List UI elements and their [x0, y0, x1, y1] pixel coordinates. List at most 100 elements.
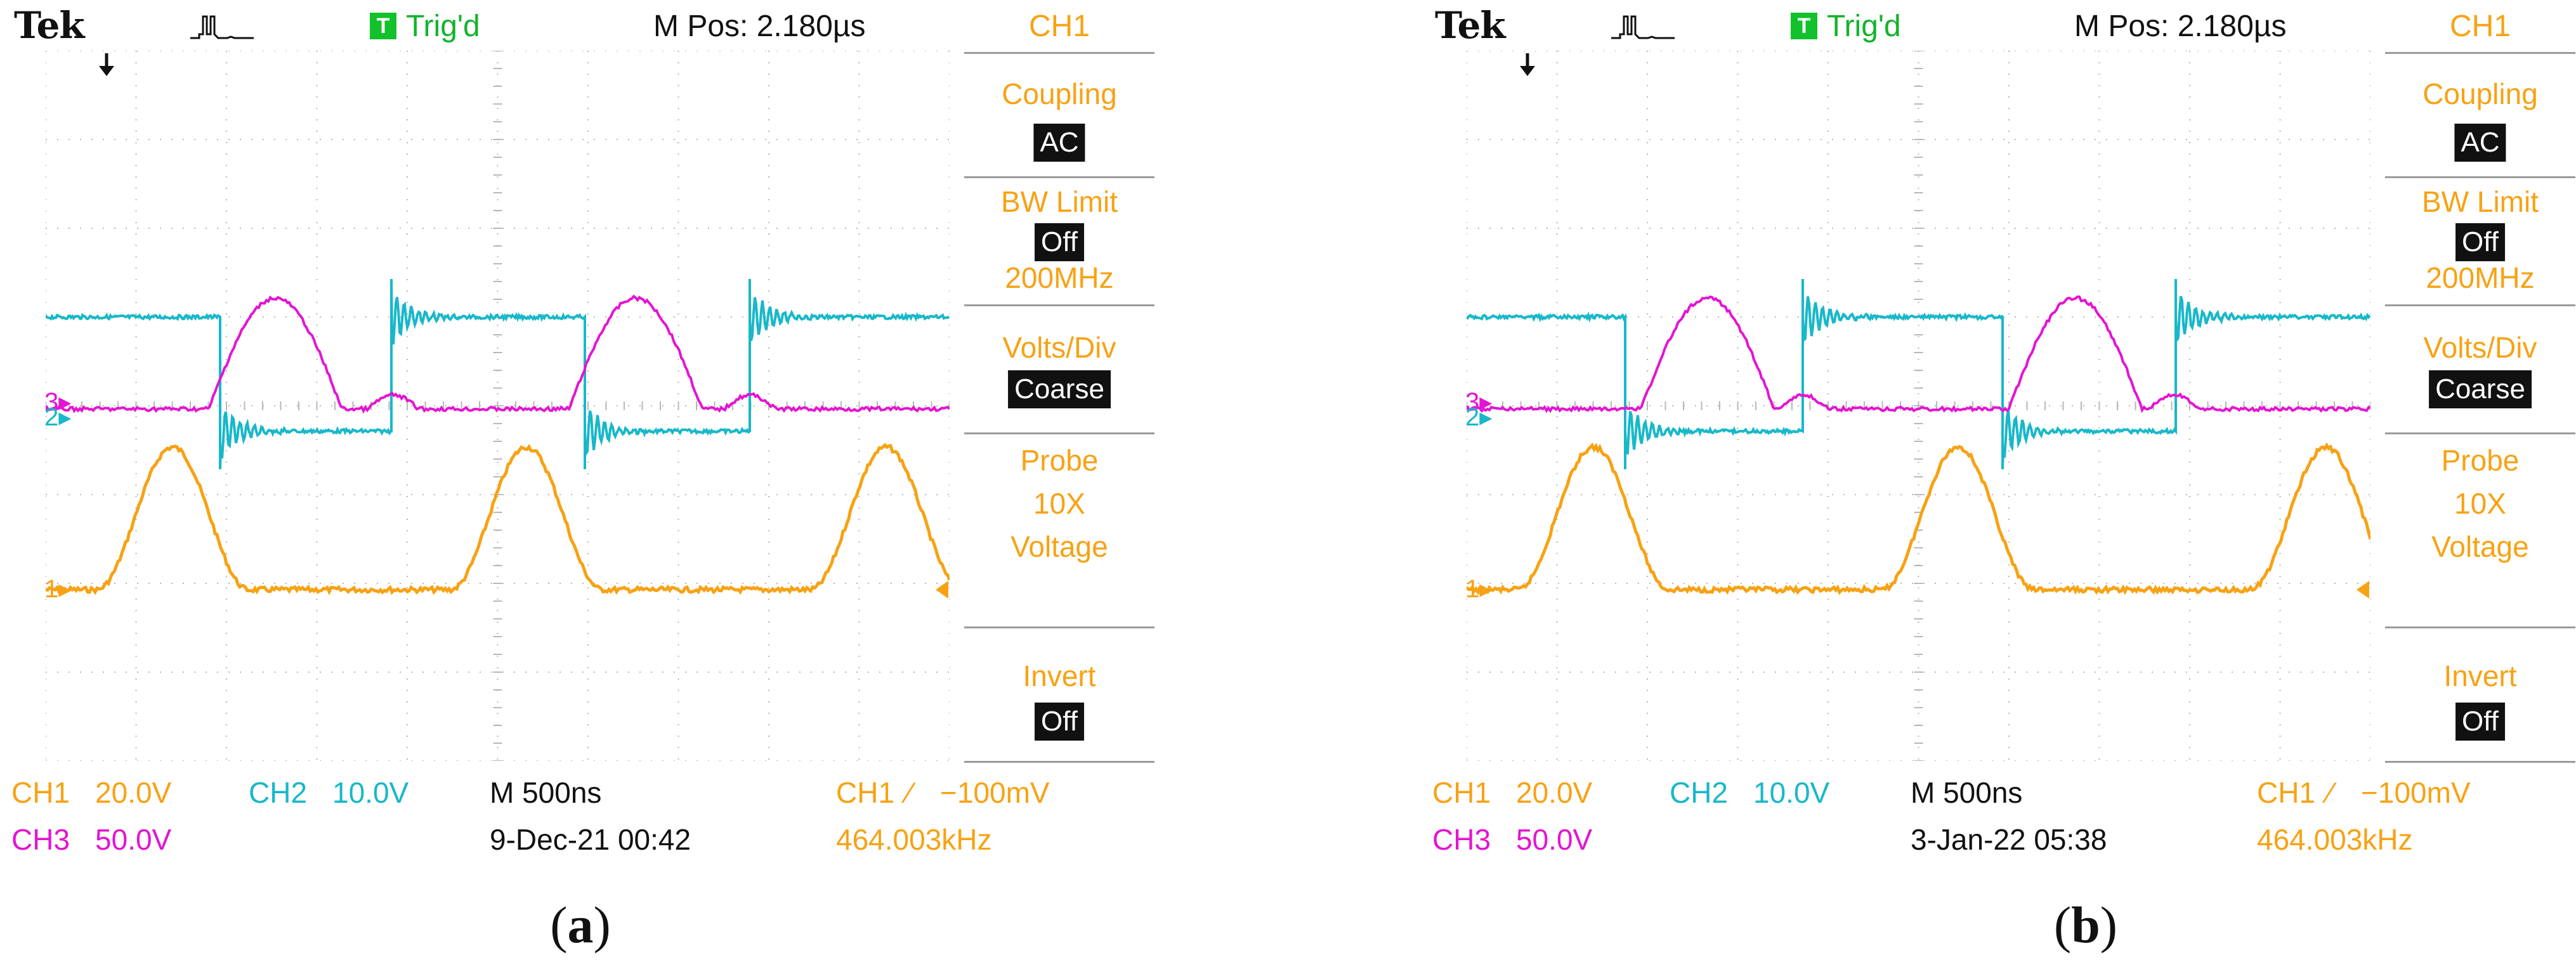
ch1-trace	[46, 443, 950, 595]
datetime: 9-Dec-21 00:42	[490, 823, 691, 856]
probe-type: Voltage	[2431, 530, 2529, 563]
coupling-label: Coupling	[1002, 77, 1117, 110]
horizontal-position: M Pos: 2.180µs	[2074, 10, 2287, 43]
ch1-label: CH1	[1432, 776, 1491, 809]
ch2-scale: 10.0V	[1753, 776, 1830, 809]
ch2-label: CH2	[1670, 776, 1729, 809]
timebase: M 500ns	[1911, 776, 2023, 809]
ch2-scale: 10.0V	[332, 776, 409, 809]
ch2-ground-marker: 2▸	[1467, 403, 1492, 431]
trigger-slope-icon: ∕	[907, 776, 912, 809]
volts-div-label: Volts/Div	[2423, 331, 2537, 364]
caption-letter: b	[2071, 896, 2100, 954]
trigger-level-marker-icon	[936, 581, 948, 599]
trigger-source: CH1	[2257, 776, 2316, 809]
coupling-value[interactable]: AC	[2454, 124, 2506, 162]
ch3-ground-marker: 3▸	[46, 388, 71, 416]
brand-logo: Tek	[14, 4, 85, 47]
oscilloscope-panel-b: Tek T Trig'd M Pos: 2.180µs CH1 1▸ 3▸ 2▸ C…	[1421, 0, 2576, 869]
menu-separator	[2385, 761, 2575, 763]
ch2-ground-marker: 2▸	[46, 403, 71, 431]
menu-separator	[2385, 626, 2575, 628]
ch3-trace	[46, 294, 950, 414]
bw-limit-label: BW Limit	[2422, 185, 2539, 218]
timebase: M 500ns	[490, 776, 602, 809]
scope-header: Tek T Trig'd M Pos: 2.180µs CH1	[0, 0, 1161, 49]
menu-separator	[964, 761, 1154, 763]
menu-separator	[2385, 432, 2575, 434]
bw-limit-value[interactable]: Off	[2455, 223, 2505, 261]
coupling-label: Coupling	[2422, 77, 2538, 110]
bw-frequency: 200MHz	[1005, 261, 1114, 294]
ch1-ground-marker: 1▸	[46, 575, 71, 603]
scope-header: Tek T Trig'd M Pos: 2.180µs CH1	[1421, 0, 2576, 49]
side-menu: Coupling AC BW Limit Off 200MHz Volts/Di…	[2385, 0, 2575, 769]
caption-letter: a	[567, 896, 594, 954]
trigger-level-marker-icon	[2357, 581, 2369, 599]
caption-a: (a)	[550, 896, 611, 954]
bw-frequency: 200MHz	[2426, 261, 2535, 294]
probe-factor[interactable]: 10X	[2454, 487, 2506, 520]
menu-separator	[964, 304, 1154, 306]
status-footer: CH1 20.0V CH2 10.0V M 500ns CH1 ∕ −100mV…	[1421, 770, 2576, 869]
trigger-frequency: 464.003kHz	[2257, 823, 2413, 856]
status-footer: CH1 20.0V CH2 10.0V M 500ns CH1 ∕ −100mV…	[0, 770, 1161, 869]
ch3-scale: 50.0V	[1516, 823, 1593, 856]
volts-div-value[interactable]: Coarse	[2429, 370, 2532, 408]
side-menu: Coupling AC BW Limit Off 200MHz Volts/Di…	[964, 0, 1154, 769]
trigger-status: Trig'd	[1827, 10, 1901, 43]
invert-value[interactable]: Off	[2455, 703, 2505, 741]
ch1-ground-marker: 1▸	[1467, 575, 1492, 603]
ch1-label: CH1	[11, 776, 70, 809]
coupling-value[interactable]: AC	[1033, 124, 1085, 162]
volts-div-value[interactable]: Coarse	[1008, 370, 1111, 408]
menu-title: CH1	[2449, 10, 2511, 43]
ch3-ground-marker: 3▸	[1467, 388, 1492, 416]
menu-separator	[2385, 176, 2575, 178]
horizontal-position: M Pos: 2.180µs	[653, 10, 866, 43]
ch3-label: CH3	[1432, 823, 1491, 856]
menu-separator	[964, 432, 1154, 434]
trigger-position-arrow-icon	[99, 53, 114, 76]
ch3-trace	[1467, 295, 2370, 413]
probe-factor[interactable]: 10X	[1033, 487, 1085, 520]
menu-separator	[964, 52, 1154, 54]
probe-label: Probe	[2441, 444, 2520, 477]
invert-label: Invert	[2443, 659, 2517, 692]
trigger-level: −100mV	[940, 776, 1050, 809]
waveform-display: 1▸ 3▸2▸	[46, 51, 950, 761]
ch2-trace	[46, 278, 950, 470]
datetime: 3-Jan-22 05:38	[1911, 823, 2107, 856]
waveform-display: 1▸ 3▸2▸	[1467, 51, 2370, 761]
menu-separator	[2385, 52, 2575, 54]
trigger-badge: T	[1791, 13, 1817, 39]
trigger-position-arrow-icon	[1520, 53, 1535, 76]
ch1-scale: 20.0V	[1516, 776, 1593, 809]
ch1-scale: 20.0V	[95, 776, 172, 809]
volts-div-label: Volts/Div	[1002, 331, 1116, 364]
bw-limit-value[interactable]: Off	[1035, 223, 1084, 261]
acquisition-pulse-icon	[190, 15, 254, 39]
invert-label: Invert	[1023, 659, 1096, 692]
ch2-label: CH2	[249, 776, 308, 809]
ch1-trace	[1467, 442, 2370, 596]
oscilloscope-panel-a: Tek T Trig'd M Pos: 2.180µs CH1 1▸ 3▸ 2▸ C…	[0, 0, 1161, 869]
trigger-status: Trig'd	[406, 10, 480, 43]
invert-value[interactable]: Off	[1035, 703, 1084, 741]
trigger-frequency: 464.003kHz	[836, 823, 992, 856]
trigger-badge: T	[370, 13, 396, 39]
caption-b: (b)	[2053, 896, 2118, 954]
bw-limit-label: BW Limit	[1001, 185, 1118, 218]
menu-title: CH1	[1028, 10, 1090, 43]
menu-separator	[964, 626, 1154, 628]
ch3-scale: 50.0V	[95, 823, 172, 856]
trigger-level: −100mV	[2361, 776, 2471, 809]
menu-separator	[964, 176, 1154, 178]
probe-label: Probe	[1020, 444, 1099, 477]
probe-type: Voltage	[1010, 530, 1108, 563]
ch2-trace	[1467, 279, 2370, 470]
acquisition-pulse-icon	[1611, 15, 1675, 39]
trigger-slope-icon: ∕	[2328, 776, 2333, 809]
brand-logo: Tek	[1435, 4, 1506, 47]
ch3-label: CH3	[11, 823, 70, 856]
